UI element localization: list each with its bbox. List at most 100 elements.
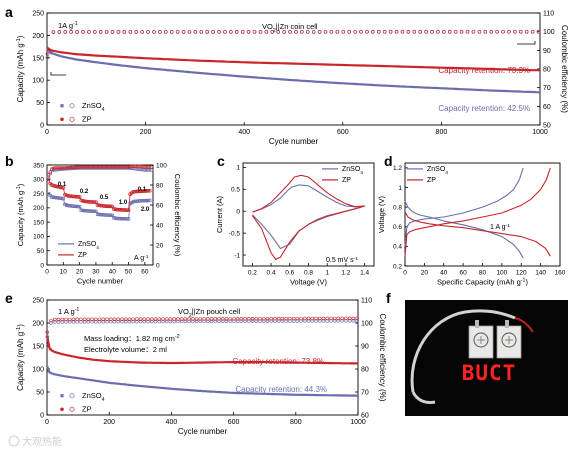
y-tick-label: 200 [33,205,44,212]
rate-step-label: 0.2 [80,189,89,195]
data-point [205,29,210,34]
data-point [305,29,310,34]
data-point [314,316,318,321]
data-point [120,317,124,322]
data-point [164,30,168,34]
data-point [48,348,52,351]
watermark-text: 大观热能 [22,435,62,448]
data-point [79,198,84,203]
data-point [64,320,68,324]
data-point [105,319,109,324]
y-axis-label: Capacity (mAh g-1) [16,183,25,246]
data-point [341,29,346,34]
data-point [150,319,154,324]
data-point [254,319,259,323]
y2-tick-label: 60 [361,412,369,419]
data-point [92,165,96,169]
legend-swatch [60,117,64,122]
data-point [209,319,214,324]
data-point [217,29,221,34]
data-point [306,319,311,323]
plot-frame [242,162,375,267]
series-znso4-right [45,30,541,60]
series-znso4-left [46,365,359,397]
y2-tick-label: 70 [361,389,369,396]
data-point [371,29,375,34]
data-point [168,319,173,324]
data-point [143,165,147,169]
data-point [181,30,186,34]
y-tick-label: 100 [32,78,44,85]
data-point [86,317,91,322]
cell-tab [505,320,509,328]
panel-f: f [386,290,391,306]
data-point [265,316,270,321]
data-point [247,317,251,321]
data-point [194,317,199,321]
data-point [518,29,523,34]
legend-swatch [69,393,75,399]
data-point [67,317,72,322]
data-point [317,319,322,323]
data-line [404,211,551,257]
data-point [47,344,50,348]
data-point [172,319,176,324]
x-tick-label: 60 [460,270,468,277]
data-point [254,316,259,321]
y2-tick-label: 60 [543,104,551,111]
data-point [94,200,98,204]
data-point [64,193,69,198]
y-tick-label: 0 [40,412,44,419]
data-point [81,30,85,34]
data-point [116,317,121,322]
y2-tick-label: 90 [543,48,551,55]
data-point [82,319,87,324]
y-tick-label: 0.5 [231,187,240,194]
data-line [252,184,366,250]
x-tick-label: 0 [45,269,49,276]
data-point [120,319,124,324]
x-tick-label: 1.4 [360,270,369,277]
y2-tick-label: 0 [156,262,160,269]
data-point [273,316,277,321]
x-axis-label: Specific Capacity (mAh g-1) [437,278,528,287]
data-point [276,319,281,323]
data-point [51,183,56,188]
data-point [56,166,61,170]
data-point [344,316,348,321]
data-point [295,316,300,321]
data-line [404,167,524,247]
data-point [288,319,292,323]
data-point [97,165,101,169]
data-point [323,29,328,34]
series-zp-right [46,164,154,177]
data-point [45,52,50,56]
data-point [198,317,203,321]
data-point [138,164,142,169]
data-point [101,317,106,322]
data-point [128,165,132,169]
data-point [191,319,195,324]
y-tick-label: 1 [236,165,240,172]
data-point [247,319,251,323]
data-point [258,29,263,34]
data-point [187,319,191,324]
data-point [58,166,62,170]
plot-frame [46,299,359,416]
data-point [194,319,199,324]
x-tick-label: 0 [45,129,49,136]
data-point [50,52,54,55]
data-point [202,319,206,324]
data-point [63,192,67,197]
data-line [46,46,541,72]
x-tick-label: 600 [228,419,240,426]
panel-b: 0 10 20 30 40 50 60 0 50 100 150 200 250 300 350 0 20 40 6… [5,153,182,286]
panel-letter: c [217,153,225,169]
data-point [123,317,128,322]
data-point [149,165,154,169]
data-point [52,320,57,324]
data-point [161,319,165,324]
plot-frame [46,164,154,266]
x-tick-label: 120 [516,270,527,277]
x-tick-label: 20 [76,269,84,276]
